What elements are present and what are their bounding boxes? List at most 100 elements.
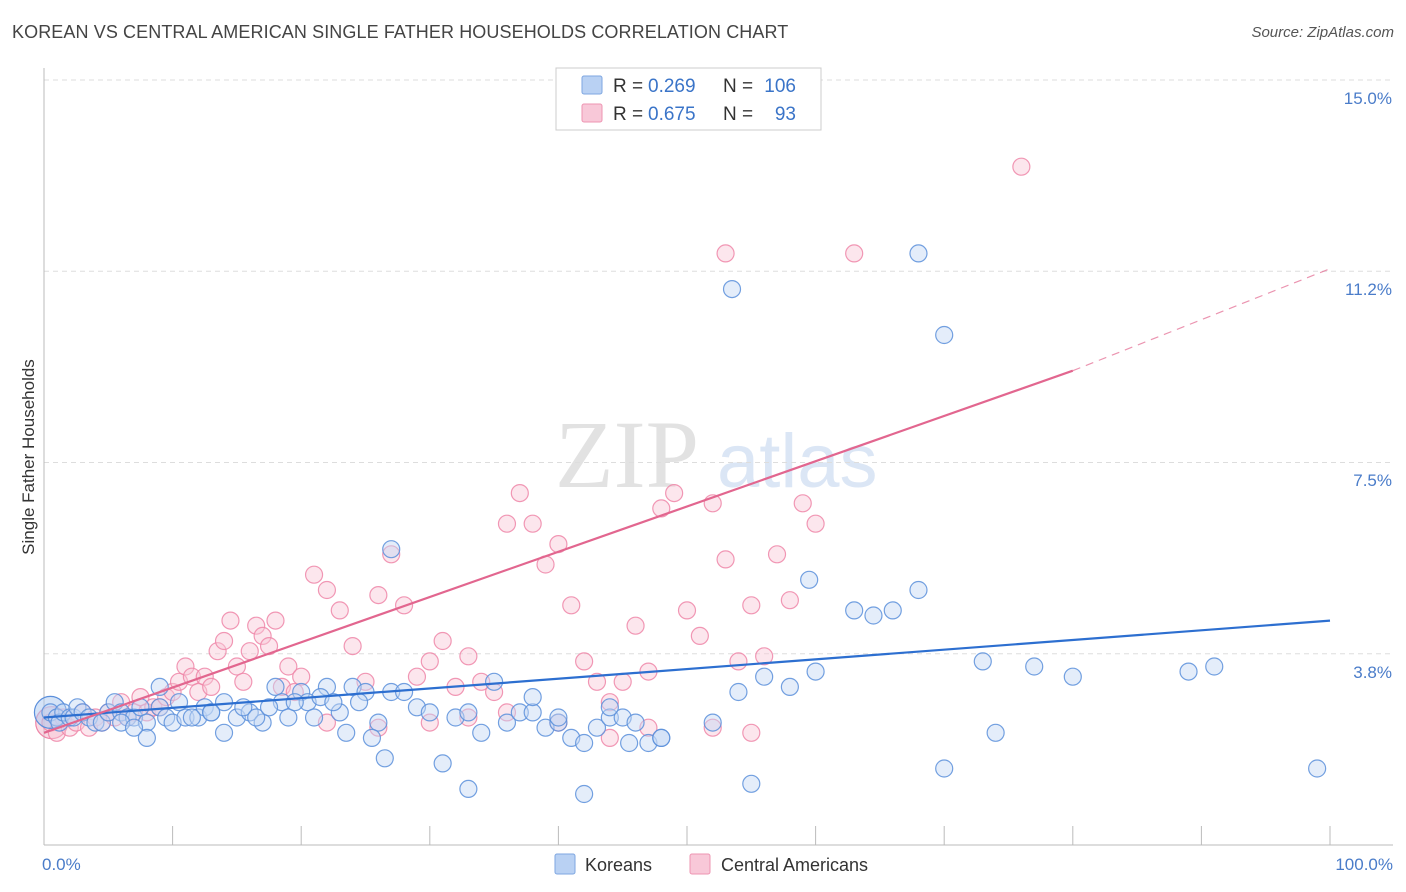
koreans-point-97 (909, 580, 928, 600)
koreans-point-92 (909, 244, 928, 263)
central-americans-point-56 (510, 484, 529, 503)
koreans-point-62 (433, 754, 452, 773)
central-americans-point-64 (613, 672, 632, 691)
central-americans-point-83 (600, 728, 619, 748)
koreans-point-69 (523, 703, 542, 722)
central-american-points (35, 157, 1031, 748)
central-americans-point-49 (420, 652, 439, 671)
koreans-point-81 (549, 708, 568, 727)
koreans-point-31 (279, 708, 298, 727)
central-americans-point-81 (497, 703, 517, 722)
koreans-point-107 (742, 774, 761, 793)
central-americans-point-62 (587, 672, 607, 691)
koreans-point-42 (137, 728, 156, 748)
koreans-point-32 (292, 682, 311, 702)
central-americans-trend-extension (1072, 268, 1331, 372)
koreans-point-88 (780, 677, 799, 697)
koreans-point-21 (176, 708, 195, 727)
koreans-point-61 (420, 703, 439, 722)
koreans-point-93 (935, 325, 954, 345)
koreans-point-101 (1063, 667, 1082, 686)
central-americans-point-16 (144, 698, 163, 717)
central-americans-point-69 (677, 601, 697, 620)
central-americans-point-70 (690, 626, 709, 646)
central-americans-point-60 (562, 596, 581, 615)
central-americans-point-41 (317, 580, 337, 600)
koreans-point-68 (510, 703, 529, 722)
central-americans-point-53 (472, 672, 491, 691)
koreans-point-90 (382, 540, 401, 559)
koreans-point-51 (285, 693, 304, 712)
koreans-point-55 (349, 693, 369, 712)
central-americans-point-78 (793, 494, 812, 513)
koreans-point-47 (214, 723, 234, 742)
gridlines (44, 79, 1393, 655)
legend-r-label-central-americans: R = (613, 104, 643, 125)
koreans-point-100 (1025, 657, 1044, 676)
koreans-point-41 (124, 718, 144, 737)
koreans-point-29 (266, 677, 285, 697)
koreans-trend-line (43, 619, 1331, 719)
koreans-point-99 (973, 652, 992, 671)
central-americans-point-32 (247, 616, 266, 635)
legend: R = 0.269 N = 106 R = 0.675 N = 93 (555, 67, 822, 131)
legend-swatch-central-americans (581, 103, 603, 123)
koreans-point-64 (459, 703, 478, 722)
bottom-legend-swatch-koreans (554, 853, 576, 875)
central-americans-point-28 (221, 611, 240, 630)
legend-swatch-koreans (581, 75, 603, 95)
central-americans-point-87 (420, 713, 439, 732)
central-americans-point-57 (523, 514, 542, 533)
legend-n-label-central-americans: N = (723, 104, 753, 125)
central-americans-point-52 (459, 647, 478, 666)
central-americans-point-39 (292, 667, 311, 686)
koreans-point-104 (1308, 759, 1327, 778)
central-americans-point-48 (407, 667, 427, 686)
y-tick-label-7-5: 7.5% (1353, 471, 1392, 490)
koreans-point-66 (485, 672, 504, 691)
central-americans-point-80 (459, 708, 478, 727)
central-americans-point-61 (575, 652, 594, 671)
koreans-point-65 (472, 723, 491, 742)
legend-n-label-koreans: N = (723, 76, 753, 97)
central-americans-point-46 (382, 545, 401, 564)
korean-points (33, 244, 1327, 804)
central-americans-point-65 (626, 616, 645, 635)
koreans-point-105 (986, 723, 1005, 742)
central-americans-point-86 (742, 723, 761, 742)
koreans-point-49 (247, 708, 266, 727)
central-americans-point-68 (665, 484, 684, 503)
koreans-point-50 (259, 698, 279, 717)
koreans-point-86 (729, 682, 748, 702)
central-americans-point-26 (208, 642, 227, 661)
central-americans-point-90 (1012, 157, 1031, 176)
koreans-point-109 (459, 779, 478, 799)
koreans-point-95 (845, 601, 864, 620)
koreans-point-67 (497, 713, 517, 732)
koreans-point-85 (703, 713, 722, 732)
koreans-point-54 (337, 723, 356, 742)
koreans-point-106 (935, 759, 954, 778)
bottom-legend: Koreans Central Americans (554, 853, 868, 875)
central-americans-point-85 (703, 718, 722, 737)
central-americans-point-72 (716, 550, 735, 569)
watermark-zip: ZIP (555, 401, 699, 508)
central-americans-point-27 (214, 631, 234, 651)
central-americans-point-33 (253, 626, 272, 646)
koreans-point-89 (806, 662, 825, 681)
koreans-point-102 (1179, 662, 1198, 681)
central-americans-point-76 (767, 545, 787, 564)
central-americans-point-37 (279, 657, 298, 676)
central-americans-point-63 (600, 693, 619, 712)
central-americans-point-45 (369, 585, 388, 605)
central-americans-point-88 (369, 718, 388, 737)
source-label: Source: ZipAtlas.com (1251, 24, 1394, 41)
koreans-point-75 (600, 708, 619, 727)
legend-r-value-central-americans: 0.675 (648, 104, 696, 125)
x-max-label: 100.0% (1335, 855, 1393, 874)
y-tick-label-15: 15.0% (1344, 89, 1392, 108)
koreans-point-56 (362, 728, 382, 748)
central-americans-point-50 (433, 631, 452, 651)
central-americans-point-55 (497, 514, 517, 533)
koreans-point-84 (652, 728, 671, 748)
